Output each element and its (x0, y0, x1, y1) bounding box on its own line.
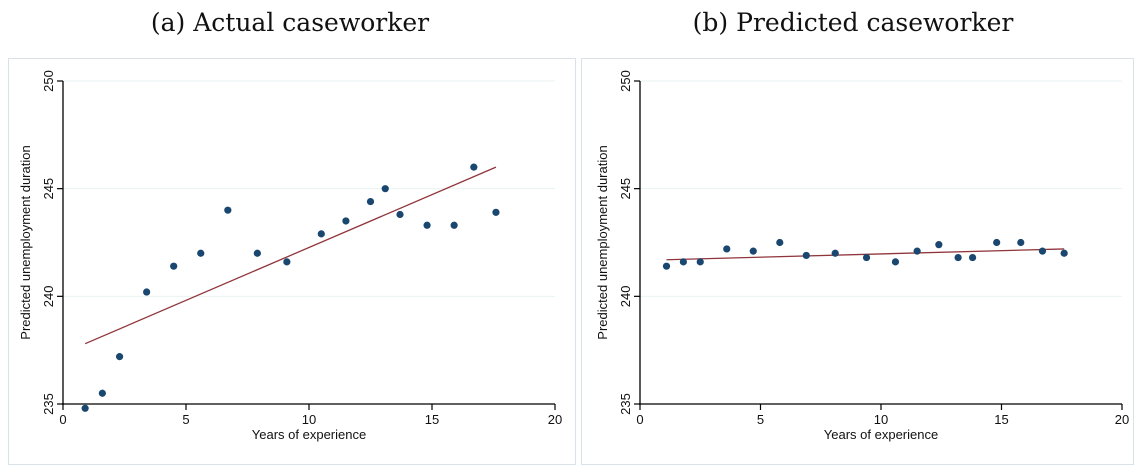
panel-a-data-point (81, 404, 89, 412)
panel-b-x-tick-label: 5 (757, 412, 764, 427)
panel-b-data-point (723, 245, 731, 253)
panel-b-title: (b) Predicted caseworker (692, 8, 1014, 37)
panel-b-data-point (954, 253, 962, 262)
panel-b-y-axis-title: Predicted unemployment duration (595, 145, 610, 339)
panel-b-data-point (968, 253, 977, 262)
panel-b-x-tick-label: 20 (1115, 412, 1129, 427)
panel-a-y-tick-label: 240 (41, 285, 56, 307)
panel-b-data-point (831, 249, 839, 257)
panel-a-data-point (197, 249, 205, 257)
panel-a-title: (a) Actual caseworker (150, 8, 430, 37)
panel-a-data-point (366, 197, 375, 206)
panel-a-data-point (224, 206, 232, 214)
panel-b-y-tick-label: 235 (618, 393, 633, 415)
panel-b-data-point (1038, 247, 1047, 255)
panel-b-data-point (891, 258, 900, 266)
panel-a-data-point (470, 163, 478, 171)
panel-a-data-point (283, 258, 291, 266)
panel-b-data-point (679, 258, 687, 266)
panel-a-x-axis-title: Years of experience (252, 427, 366, 442)
panel-a-data-point (98, 389, 106, 397)
panel-a-x-tick-label: 20 (548, 412, 562, 427)
panel-b-data-point (862, 253, 871, 262)
panel-b-x-tick-label: 10 (874, 412, 888, 427)
panel-b-x-axis-title: Years of experience (824, 427, 938, 442)
panel-b-x-tick-label: 15 (994, 412, 1008, 427)
panel-a-x-tick-label: 5 (182, 412, 189, 427)
panel-a-data-point (143, 288, 151, 296)
panel-a-y-axis-title: Predicted unemployment duration (18, 145, 33, 339)
panel-b-data-point (1060, 249, 1068, 257)
panel-b-y-tick-label: 250 (618, 70, 633, 92)
panel-b-data-point (802, 251, 810, 260)
panel-b-frame: 0 5 10 15 20 235 240 245 250 Years of experience P… (581, 58, 1134, 465)
panel-b-data-point (1017, 238, 1025, 247)
panel-a-y-tick-label: 235 (41, 393, 56, 415)
panel-a-data-point (492, 208, 500, 216)
panel-a-data-point (342, 217, 350, 225)
panel-a-y-tick-label: 250 (41, 70, 56, 92)
panel-b-y-tick-label: 240 (618, 285, 633, 307)
panel-a-data-point (396, 210, 404, 219)
panel-a-y-tick-label: 245 (41, 178, 56, 200)
panel-b-x-tick-label: 0 (636, 412, 643, 427)
panel-a-data-point (170, 262, 178, 270)
panel-b-data-point (749, 247, 757, 255)
panel-b-data-point (696, 258, 704, 266)
panel-b-data-point (662, 262, 671, 270)
panel-b-data-point (935, 241, 943, 249)
panel-a-data-point (115, 353, 124, 361)
chart-a: 0 5 10 15 20 235 240 245 250 Years of experience P… (18, 70, 562, 442)
panel-a-x-tick-label: 10 (302, 412, 316, 427)
panel-a-frame: 0 5 10 15 20 235 240 245 250 Years of experience P… (8, 58, 576, 465)
panel-a-fit-line (84, 166, 497, 345)
panel-b-data-point (993, 238, 1001, 247)
panel-b-data-point (776, 238, 784, 247)
panel-b-data-point (913, 247, 921, 255)
panel-a-data-point (423, 221, 431, 229)
panel-b-y-tick-label: 245 (618, 178, 633, 200)
panel-a-x-tick-label: 0 (59, 412, 66, 427)
panel-a-data-point (450, 221, 458, 229)
panel-a-data-point (317, 230, 325, 238)
panel-a-data-point (253, 249, 261, 257)
panel-a-data-point (381, 185, 389, 193)
chart-b: 0 5 10 15 20 235 240 245 250 Years of experience P… (595, 70, 1129, 442)
panel-a-x-tick-label: 15 (425, 412, 439, 427)
